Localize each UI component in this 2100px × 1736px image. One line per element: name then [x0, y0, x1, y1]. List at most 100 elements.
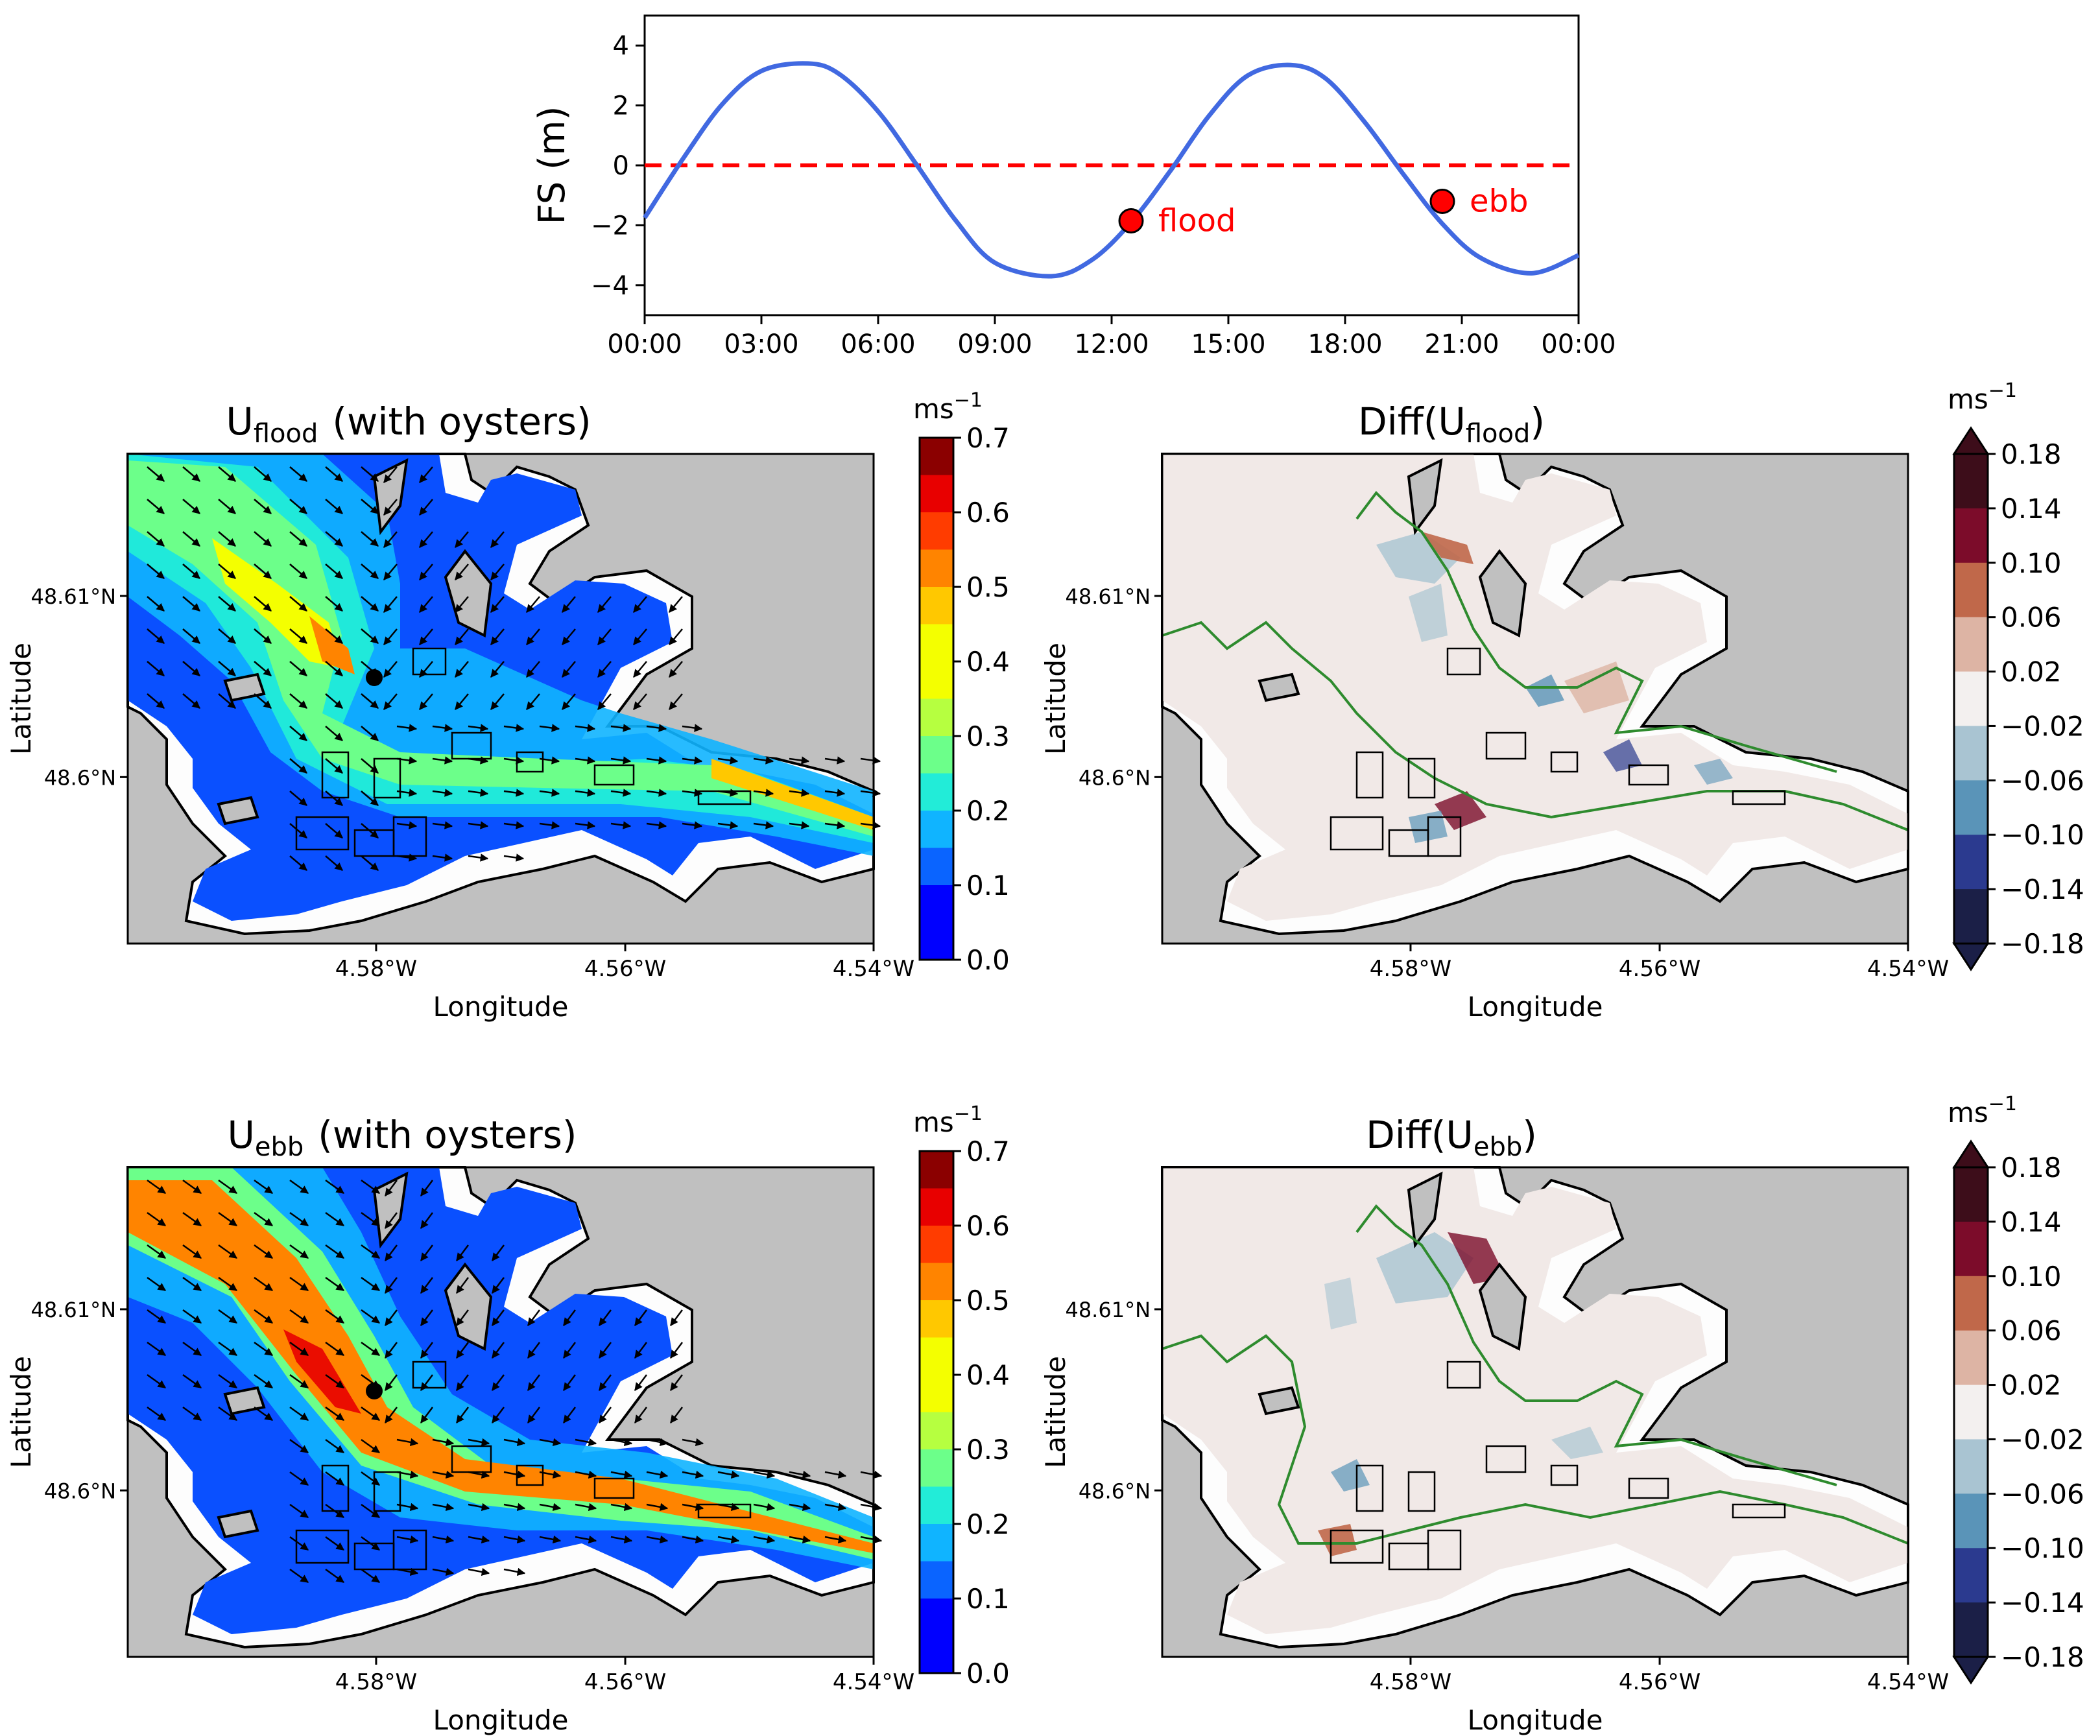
current-vector [526, 661, 540, 678]
tide-x-tick-label: 00:00 [1541, 329, 1616, 359]
colorbar-tick-label: 0.7 [966, 1136, 1010, 1167]
current-vector [419, 596, 433, 613]
current-vector [633, 596, 647, 613]
current-vector [325, 1406, 345, 1421]
tide-x-tick-label: 00:00 [607, 329, 682, 359]
current-vector [289, 1341, 309, 1357]
current-vector [682, 1503, 704, 1512]
colorbar-band [920, 438, 953, 476]
current-vector [182, 1211, 202, 1227]
current-vector [325, 823, 343, 838]
current-vector [432, 1470, 455, 1479]
current-vector [503, 756, 525, 765]
current-vector [289, 596, 307, 612]
current-vector [646, 1535, 669, 1544]
current-vector [575, 1535, 597, 1544]
current-vector [717, 756, 739, 765]
current-vector [455, 628, 469, 645]
current-vector [860, 1503, 883, 1512]
colorbar-tick-label: 0.2 [966, 1508, 1010, 1540]
current-vector [147, 693, 165, 709]
current-vector [361, 1211, 381, 1227]
colorbar-tick-label: 0.5 [966, 571, 1010, 603]
colorbar-tick-label: 0.18 [2001, 1152, 2062, 1183]
tide-y-axis-label: FS (m) [531, 106, 573, 225]
tide-x-tick-label: 06:00 [841, 329, 915, 359]
current-vector [575, 789, 596, 797]
colorbar-tick-label: 0.10 [2001, 1261, 2062, 1292]
current-vector [289, 466, 307, 482]
current-vector [669, 693, 683, 710]
current-vector [860, 1470, 883, 1479]
colorbar-band [1954, 726, 1988, 781]
map-y-tick-label: 48.6°N [1079, 1479, 1151, 1503]
current-vector [289, 1244, 309, 1259]
current-vector [575, 1470, 597, 1479]
current-vector [490, 596, 505, 613]
current-vector [634, 1342, 647, 1359]
current-vector [289, 823, 307, 838]
colorbar-band [1954, 1276, 1988, 1331]
current-vector [419, 628, 433, 645]
current-vector [289, 1179, 309, 1195]
colorbar-band [1954, 1439, 1988, 1495]
colorbar-tick-label: 0.7 [966, 422, 1010, 454]
map-x-tick-label: 4.56°W [584, 1669, 666, 1695]
tide-y-ticks: 4 2 0 −2 −4 [591, 31, 645, 301]
current-vector [503, 1438, 526, 1447]
current-vector [182, 1406, 202, 1421]
current-vector [432, 724, 453, 732]
current-vector [539, 1503, 562, 1512]
current-vector [396, 724, 418, 732]
current-vector [147, 1373, 167, 1389]
current-vector [419, 661, 433, 678]
current-vector [289, 1276, 309, 1292]
current-vector [562, 693, 576, 710]
current-vector [597, 628, 612, 645]
current-vector [503, 821, 525, 829]
current-vector [383, 628, 398, 645]
map-panel-u-flood: Uflood (with oysters) [126, 399, 881, 945]
map-y-tick-label: 48.6°N [44, 1479, 116, 1503]
current-vector [254, 1211, 274, 1227]
colorbar-tick-label: 0.1 [966, 870, 1010, 901]
current-vector [610, 1503, 633, 1512]
current-vector [254, 693, 272, 709]
current-vector [455, 531, 469, 548]
map-x-tick-label: 4.54°W [1867, 1669, 1949, 1695]
current-vector [526, 628, 540, 645]
current-vector [325, 1309, 345, 1324]
current-vector [383, 661, 398, 678]
current-vectors-flood [147, 466, 881, 871]
map-y-axis-label: Latitude [5, 1356, 37, 1468]
current-vector [361, 1503, 381, 1519]
map-x-axis-label: Longitude [1468, 991, 1603, 1023]
current-vector [824, 1503, 847, 1512]
current-vector [634, 1374, 647, 1391]
current-vector [432, 1567, 455, 1576]
current-vector [361, 823, 379, 838]
current-vector [597, 596, 612, 613]
current-vector [325, 628, 343, 644]
current-vector [468, 853, 489, 862]
current-vector [563, 1342, 576, 1359]
map-x-tick-label: 4.56°W [584, 956, 666, 982]
current-vector [824, 756, 846, 765]
colorbar-band [920, 475, 953, 513]
current-vector [753, 1470, 776, 1479]
current-vector [563, 1407, 576, 1423]
current-vector [325, 726, 343, 741]
current-vector [361, 1536, 381, 1551]
current-vector [860, 821, 881, 829]
current-vector [456, 1342, 469, 1359]
colorbar-band [1954, 889, 1988, 944]
colorbar-band [920, 1375, 953, 1413]
map-y-tick-label: 48.61°N [1065, 584, 1151, 609]
current-vector [396, 789, 418, 797]
current-vector [468, 724, 489, 732]
current-vector [325, 1471, 345, 1486]
colorbar-tick-label: 0.02 [2001, 656, 2062, 688]
map-x-tick-label: 4.56°W [1619, 1669, 1700, 1695]
tide-y-tick-label: 0 [613, 151, 629, 181]
current-vector [361, 1406, 381, 1421]
